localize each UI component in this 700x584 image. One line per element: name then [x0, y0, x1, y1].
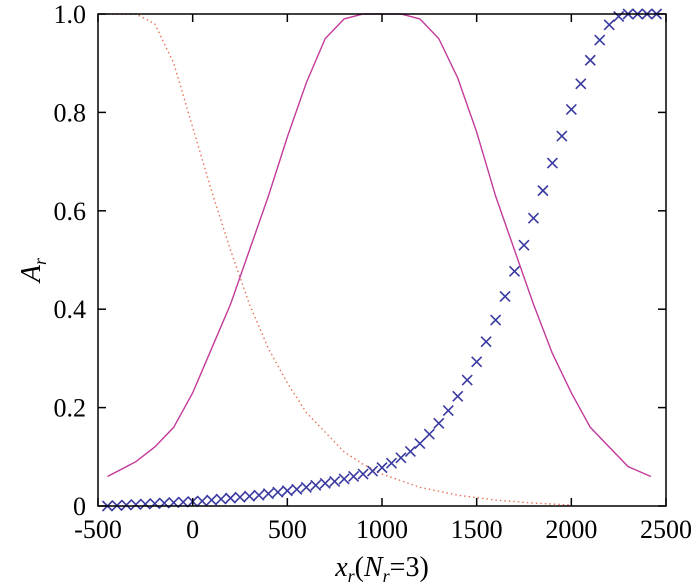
y-axis-title: Ar: [16, 257, 50, 284]
cross-marker: [206, 494, 218, 506]
x-tick-label: 1000: [356, 515, 408, 544]
cross-marker: [281, 485, 293, 497]
cross-marker: [291, 483, 303, 495]
cross-marker: [594, 34, 606, 46]
cross-marker: [613, 10, 625, 23]
cross-marker: [546, 157, 558, 169]
cross-marker: [575, 78, 587, 90]
cross-marker: [556, 130, 568, 142]
cross-marker: [357, 468, 369, 480]
cross-marker: [215, 493, 227, 505]
cross-marker: [329, 475, 341, 487]
cross-marker: [452, 390, 464, 402]
cross-marker: [319, 477, 331, 489]
cross-marker: [149, 497, 161, 510]
cross-marker: [196, 495, 208, 507]
y-tick-label: 0: [73, 492, 86, 521]
cross-marker: [139, 498, 151, 510]
cross-marker: [130, 498, 142, 511]
y-tick-label: 0.4: [54, 295, 87, 324]
cross-marker: [499, 290, 511, 302]
x-tick-label: 2500: [640, 515, 692, 544]
cross-marker: [518, 239, 530, 251]
series-1-line: [107, 13, 652, 478]
cross-marker: [404, 445, 416, 457]
cross-marker: [414, 437, 426, 450]
cross-marker: [224, 492, 237, 504]
cross-marker: [527, 212, 540, 224]
x-tick-label: 0: [186, 515, 199, 544]
x-tick-label: 1500: [451, 515, 503, 544]
cross-marker: [565, 103, 577, 116]
cross-marker: [537, 185, 549, 197]
x-tick-label: 2000: [545, 515, 597, 544]
cross-marker: [272, 486, 284, 498]
cross-marker: [243, 490, 256, 502]
cross-marker: [376, 462, 388, 474]
y-tick-label: 0.2: [54, 394, 87, 423]
cross-marker: [262, 488, 274, 500]
y-tick-label: 1.0: [54, 0, 87, 29]
cross-marker: [603, 19, 615, 31]
cross-marker: [253, 489, 265, 501]
cross-marker: [395, 452, 407, 464]
cross-marker: [423, 428, 435, 440]
cross-marker: [338, 473, 350, 485]
cross-marker: [310, 479, 322, 491]
cross-marker: [584, 54, 596, 66]
cross-marker: [366, 465, 379, 477]
cross-marker: [508, 265, 521, 277]
cross-marker: [120, 499, 132, 511]
y-tick-label: 0.6: [54, 197, 87, 226]
cross-marker: [300, 481, 312, 493]
cross-marker: [348, 470, 360, 483]
series-2-markers: [101, 8, 663, 512]
x-tick-label: 500: [268, 515, 307, 544]
cross-marker: [442, 404, 454, 417]
y-tick-label: 0.8: [54, 98, 87, 127]
plot-frame: [97, 13, 667, 507]
x-tick-label: -500: [74, 515, 122, 544]
cross-marker: [480, 336, 492, 348]
series-layer: [101, 8, 663, 512]
cross-marker: [471, 356, 483, 368]
cross-marker: [385, 457, 398, 469]
cross-marker: [490, 314, 502, 326]
cross-marker: [433, 417, 445, 429]
cross-marker: [461, 374, 473, 386]
x-axis-title: xr(Nr=3): [334, 552, 429, 584]
series-0-line: [107, 13, 572, 506]
cross-marker: [234, 491, 246, 503]
